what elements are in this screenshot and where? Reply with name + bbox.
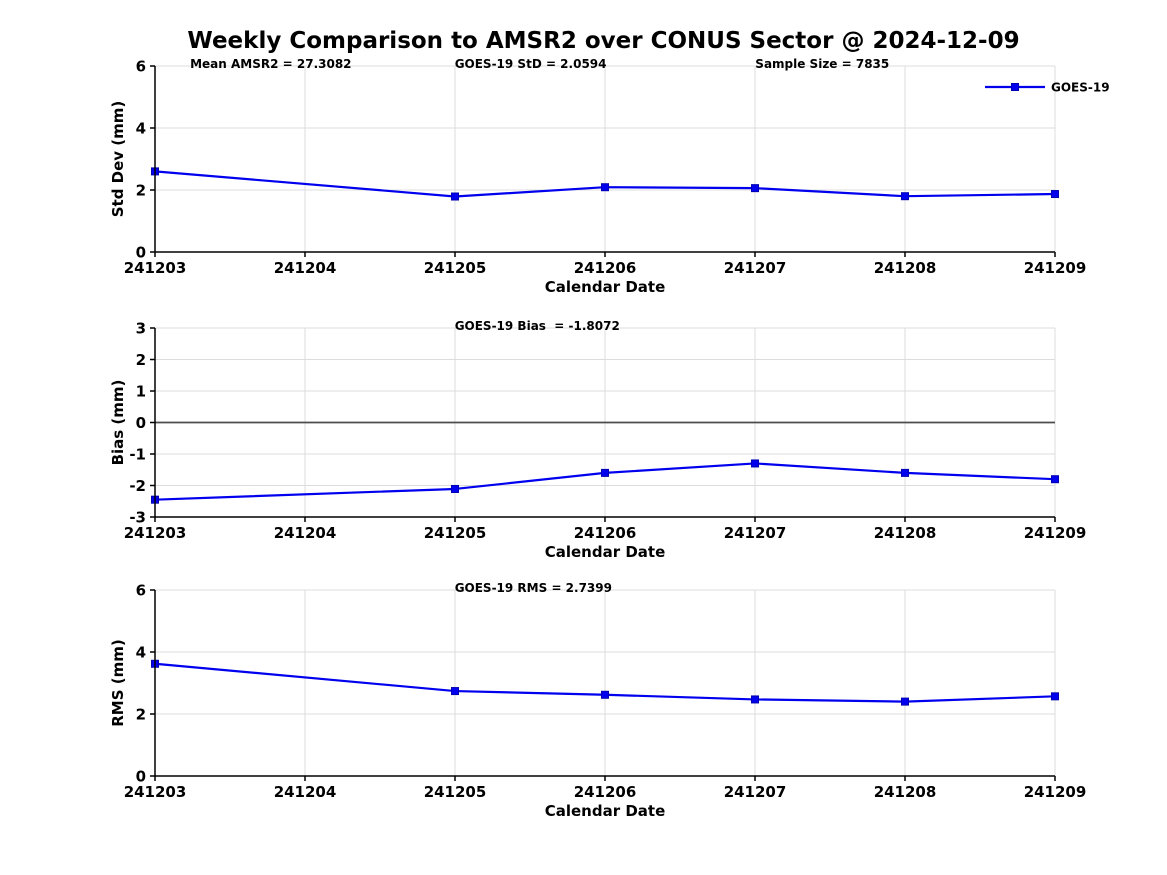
legend-label: GOES-19 (1051, 81, 1110, 95)
y-tick-label: 0 (136, 414, 146, 432)
y-tick-label: 4 (136, 644, 146, 662)
annotation-text: GOES-19 StD = 2.0594 (455, 57, 607, 71)
grid (155, 65, 1056, 252)
x-tick-label: 241204 (274, 259, 337, 277)
legend-marker-icon (1011, 83, 1019, 91)
x-tick-label: 241205 (424, 259, 487, 277)
x-tick-label: 241205 (424, 783, 487, 801)
annotation-text: Sample Size = 7835 (755, 57, 889, 71)
y-axis-label: RMS (mm) (109, 639, 127, 726)
data-point-marker (751, 459, 759, 468)
data-point-marker (901, 192, 909, 201)
data-point-marker (601, 690, 609, 699)
data-line (154, 462, 1056, 501)
x-tick-label: 241204 (274, 524, 337, 542)
y-tick-label: 2 (136, 706, 146, 724)
data-point-marker (1051, 475, 1059, 484)
y-tick-label: -1 (129, 446, 146, 464)
x-tick-label: 241204 (274, 783, 337, 801)
y-tick-label: 2 (136, 182, 146, 200)
x-axis-label: Calendar Date (545, 802, 666, 820)
x-tick-label: 241208 (874, 783, 937, 801)
data-point-marker (601, 183, 609, 192)
y-tick-label: 4 (136, 120, 146, 138)
data-point-marker (451, 192, 459, 201)
x-tick-label: 241203 (124, 524, 187, 542)
subplot-rms: 241203 241204 241205 241206 241207 241208 2412… (109, 581, 1086, 820)
data-point-marker (1051, 190, 1059, 199)
legend: GOES-19 (985, 81, 1110, 95)
data-point-marker (451, 687, 459, 696)
x-axis-label: Calendar Date (545, 543, 666, 561)
data-point-marker (901, 697, 909, 706)
x-tick-label: 241209 (1024, 259, 1087, 277)
x-tick-label: 241208 (874, 259, 937, 277)
y-tick-label: 2 (136, 351, 146, 369)
subplot-bias: 241203 241204 241205 241206 241207 241208 2412… (109, 319, 1086, 561)
data-point-marker (1051, 692, 1059, 701)
y-tick-label: 6 (136, 58, 146, 76)
y-axis-label: Std Dev (mm) (109, 101, 127, 218)
annotation-text: Mean AMSR2 = 27.3082 (190, 57, 351, 71)
x-tick-label: 241203 (124, 783, 187, 801)
data-line (154, 662, 1056, 703)
data-point-marker (601, 468, 609, 477)
y-tick-label: 0 (136, 768, 146, 786)
data-point-marker (901, 468, 909, 477)
y-tick-label: 1 (136, 383, 146, 401)
x-tick-label: 241207 (724, 783, 787, 801)
x-tick-label: 241207 (724, 524, 787, 542)
subplot-stddev: 241203 241204 241205 241206 241207 241208 2412… (109, 57, 1110, 296)
data-point-marker (751, 695, 759, 704)
x-tick-label: 241206 (574, 259, 637, 277)
y-axis-label: Bias (mm) (109, 380, 127, 466)
x-tick-label: 241205 (424, 524, 487, 542)
y-tick-label: 6 (136, 582, 146, 600)
x-tick-label: 241208 (874, 524, 937, 542)
data-point-marker (451, 484, 459, 493)
x-axis-label: Calendar Date (545, 278, 666, 296)
x-tick-label: 241203 (124, 259, 187, 277)
y-tick-label: -2 (129, 477, 146, 495)
x-tick-label: 241209 (1024, 524, 1087, 542)
grid (155, 589, 1056, 776)
annotation-text: GOES-19 RMS = 2.7399 (455, 581, 612, 595)
x-tick-label: 241206 (574, 783, 637, 801)
y-tick-label: 0 (136, 244, 146, 262)
x-tick-label: 241209 (1024, 783, 1087, 801)
annotation-text: GOES-19 Bias = -1.8072 (455, 319, 620, 333)
data-point-marker (751, 184, 759, 193)
x-tick-label: 241206 (574, 524, 637, 542)
x-tick-label: 241207 (724, 259, 787, 277)
y-tick-label: 3 (136, 320, 146, 338)
figure-title: Weekly Comparison to AMSR2 over CONUS Se… (187, 28, 1020, 54)
data-line (154, 170, 1056, 198)
y-tick-label: -3 (129, 509, 146, 527)
